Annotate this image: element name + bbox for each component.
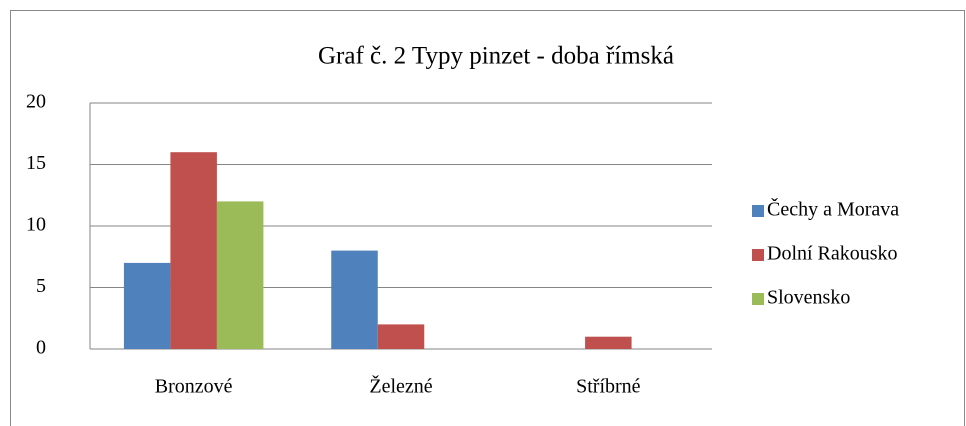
legend-label: Čechy a Morava (767, 197, 899, 221)
bar (331, 250, 378, 349)
legend-swatch (752, 249, 764, 261)
y-tick-label: 15 (26, 152, 46, 174)
bar (170, 152, 217, 349)
x-tick-label: Bronzové (155, 376, 233, 398)
bar (377, 324, 425, 349)
chart-frame (10, 10, 965, 426)
y-tick-label: 10 (26, 214, 46, 236)
x-tick-label: Železné (369, 375, 432, 398)
legend-swatch (752, 293, 764, 305)
y-tick-label: 0 (36, 337, 46, 359)
bar (123, 262, 171, 349)
bar (216, 201, 264, 349)
legend-label: Dolní Rakousko (767, 243, 898, 265)
x-tick-label: Stříbrné (576, 376, 641, 398)
legend-swatch (752, 205, 764, 217)
y-tick-label: 5 (36, 275, 46, 297)
chart-title: Graf č. 2 Typy pinzet - doba římská (318, 43, 674, 70)
bar (585, 336, 632, 349)
y-tick-label: 20 (26, 91, 46, 113)
legend-label: Slovensko (767, 287, 850, 309)
